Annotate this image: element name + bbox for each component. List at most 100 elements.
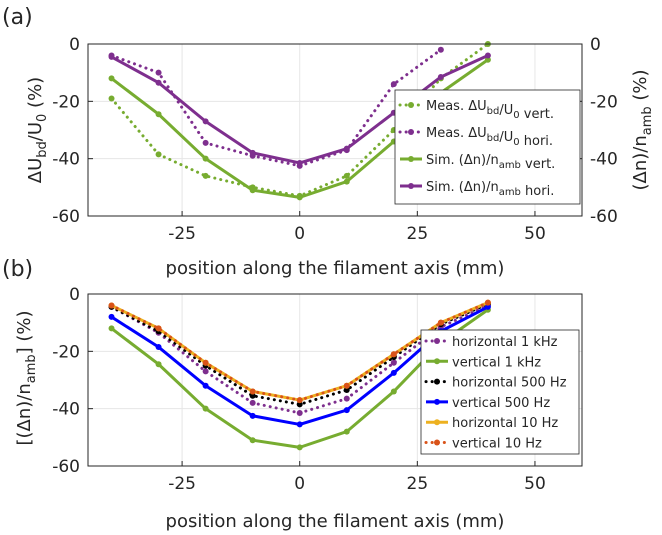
data-point bbox=[155, 79, 162, 86]
legend-marker bbox=[434, 338, 440, 344]
data-point bbox=[437, 46, 444, 53]
data-point bbox=[343, 387, 350, 394]
data-point bbox=[296, 421, 303, 428]
legend-marker bbox=[408, 183, 414, 189]
legend-label: horizontal 1 kHz bbox=[452, 335, 558, 350]
panel-a-label: (a) bbox=[2, 5, 33, 30]
x-tick-label: 0 bbox=[294, 474, 305, 494]
x-tick-label: 50 bbox=[524, 224, 546, 244]
panel-a-legend: Meas. ΔUbd/U0 vert. Meas. ΔUbd/U0 hori. Si… bbox=[394, 89, 581, 205]
data-point bbox=[155, 361, 162, 368]
y-tick-label: -60 bbox=[52, 457, 80, 477]
data-point bbox=[390, 81, 397, 88]
panel-b-ticks: -25 0 25 50 0 -20 -40 -60 bbox=[52, 285, 546, 494]
data-point bbox=[484, 303, 491, 310]
legend-marker bbox=[408, 129, 414, 135]
data-point bbox=[249, 399, 256, 406]
x-tick-label: 25 bbox=[407, 224, 429, 244]
data-point bbox=[202, 172, 209, 179]
y-right-tick-label: -60 bbox=[590, 207, 618, 227]
legend-marker bbox=[408, 156, 414, 162]
panel-a-ylabel-left: ΔUbd/U0 (%) bbox=[25, 77, 50, 183]
legend-label: vertical 1 kHz bbox=[452, 355, 541, 370]
x-tick-label: 25 bbox=[407, 474, 429, 494]
legend-label: vertical 500 Hz bbox=[452, 396, 550, 411]
data-point bbox=[437, 73, 444, 80]
panel-a-xlabel: position along the filament axis (mm) bbox=[166, 258, 505, 279]
data-point bbox=[249, 149, 256, 156]
legend-label: vertical 10 Hz bbox=[452, 437, 542, 452]
y-tick-label: 0 bbox=[69, 35, 80, 55]
data-point bbox=[437, 319, 444, 326]
data-point bbox=[155, 325, 162, 332]
y-right-tick-label: 0 bbox=[590, 35, 601, 55]
panel-b-xlabel: position along the filament axis (mm) bbox=[166, 511, 505, 532]
y-tick-label: -20 bbox=[52, 342, 80, 362]
panel-b-label: (b) bbox=[2, 257, 33, 282]
data-point bbox=[296, 444, 303, 451]
data-point bbox=[343, 407, 350, 414]
data-point bbox=[249, 388, 256, 395]
legend-marker bbox=[434, 439, 440, 446]
x-tick-label: 50 bbox=[524, 474, 546, 494]
panel-a-ylabel-right: (Δn)/namb (%) bbox=[630, 69, 655, 190]
data-point bbox=[108, 302, 115, 309]
data-point bbox=[484, 56, 491, 63]
data-point bbox=[390, 351, 397, 358]
data-point bbox=[296, 401, 303, 408]
legend-label: horizontal 10 Hz bbox=[452, 416, 558, 431]
data-point bbox=[202, 382, 209, 389]
data-point bbox=[390, 359, 397, 366]
data-point bbox=[108, 313, 115, 320]
legend-label: horizontal 500 Hz bbox=[452, 376, 567, 391]
data-point bbox=[484, 52, 491, 59]
legend-marker bbox=[434, 419, 440, 426]
data-point bbox=[249, 437, 256, 444]
x-tick-label: -25 bbox=[168, 224, 196, 244]
data-point bbox=[390, 388, 397, 395]
y-right-tick-label: -20 bbox=[590, 92, 618, 112]
legend-marker bbox=[408, 102, 414, 108]
data-point bbox=[202, 368, 209, 375]
data-point bbox=[343, 178, 350, 185]
panel-a: (a) -25 0 25 50 0 0 -20 -20 -40 -40 -60 -60 ΔUbd/U0… bbox=[2, 5, 655, 279]
data-point bbox=[155, 344, 162, 351]
series-line bbox=[110, 48, 443, 168]
panel-b-ylabel: [(Δn)/namb] (%) bbox=[14, 310, 39, 445]
panel-b-legend: horizontal 1 kHz vertical 1 kHz horizontal… bbox=[420, 329, 580, 455]
legend-label: Sim. (Δn)/namb vert. bbox=[426, 153, 555, 172]
y-tick-label: -60 bbox=[52, 207, 80, 227]
data-point bbox=[155, 111, 162, 118]
data-point bbox=[202, 155, 209, 162]
data-point bbox=[343, 382, 350, 389]
panel-b-axes-frame bbox=[87, 293, 583, 467]
data-point bbox=[296, 159, 303, 166]
data-point bbox=[108, 53, 115, 60]
data-point bbox=[343, 428, 350, 435]
data-point bbox=[343, 172, 350, 179]
data-point bbox=[155, 151, 162, 158]
legend-label: Meas. ΔUbd/U0 vert. bbox=[426, 99, 554, 122]
data-point bbox=[390, 369, 397, 376]
legend-label: Sim. (Δn)/namb hori. bbox=[426, 180, 554, 199]
data-point bbox=[249, 392, 256, 399]
y-tick-label: -40 bbox=[52, 150, 80, 170]
legend-marker bbox=[434, 398, 440, 405]
x-tick-label: 0 bbox=[294, 224, 305, 244]
data-point bbox=[343, 145, 350, 152]
data-point bbox=[296, 409, 303, 416]
y-right-tick-label: -40 bbox=[590, 150, 618, 170]
data-point bbox=[249, 187, 256, 194]
data-point bbox=[249, 412, 256, 419]
y-tick-label: -20 bbox=[52, 92, 80, 112]
data-point bbox=[108, 75, 115, 82]
legend-marker bbox=[434, 358, 440, 365]
data-point bbox=[296, 194, 303, 201]
data-point bbox=[202, 359, 209, 366]
legend-marker bbox=[434, 378, 440, 385]
legend-label: Meas. ΔUbd/U0 hori. bbox=[426, 126, 553, 149]
x-tick-label: -25 bbox=[168, 474, 196, 494]
y-tick-label: 0 bbox=[69, 285, 80, 305]
data-point bbox=[155, 69, 162, 76]
